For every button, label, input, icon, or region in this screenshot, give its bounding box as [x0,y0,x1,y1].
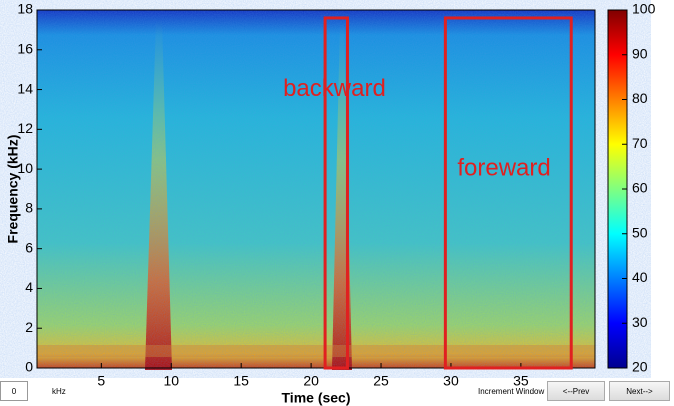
unit-label: kHz [52,387,66,396]
plot-frame [36,9,596,369]
chart: Frequency (kHz) [5,9,628,370]
colorbar [607,9,628,369]
start-input[interactable]: 0 [0,381,28,401]
x-axis-label: Time (sec) [282,390,351,406]
y-axis-label: Frequency (kHz) [5,135,21,244]
spectrogram-image [37,10,595,370]
increment-label: Increment Window [478,387,545,396]
next-button[interactable]: Next--> [609,381,670,401]
prev-button[interactable]: <--Prev [547,381,605,401]
